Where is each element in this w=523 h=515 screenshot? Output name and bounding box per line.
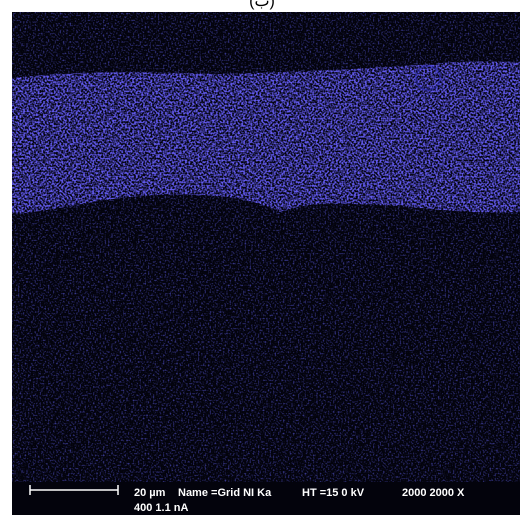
info-name: Name =Grid NI Ka (178, 487, 272, 499)
caption: (ب) (249, 0, 275, 10)
info-line2: 400 1.1 nA (134, 502, 188, 514)
particle (415, 65, 441, 91)
info-mag: 2000 2000 X (402, 487, 465, 499)
nickel-layer (12, 61, 520, 214)
scale-label: 20 µm (134, 487, 166, 499)
scale-bar (29, 485, 119, 495)
info-ht: HT =15 0 kV (302, 487, 365, 499)
